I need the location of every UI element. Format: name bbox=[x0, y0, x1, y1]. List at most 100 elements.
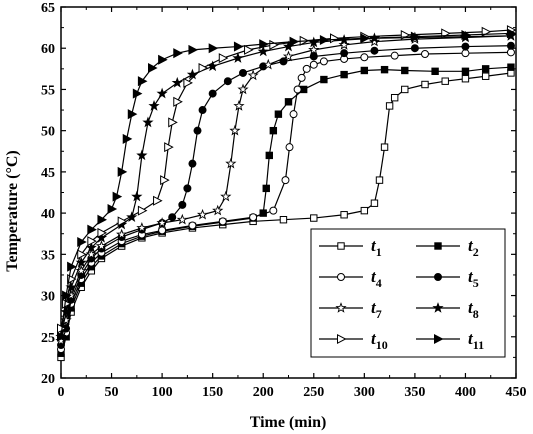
data-point-t5 bbox=[208, 89, 217, 98]
data-point-t2 bbox=[274, 110, 283, 118]
data-point-t2 bbox=[431, 67, 439, 76]
data-point-t11 bbox=[259, 39, 269, 50]
series-t11 bbox=[57, 28, 517, 342]
legend-marker bbox=[432, 302, 444, 313]
data-point-t8 bbox=[136, 149, 148, 161]
legend-label-subscript: 2 bbox=[473, 245, 479, 259]
data-point-t8 bbox=[131, 190, 143, 202]
y-tick-label: 35 bbox=[41, 248, 55, 263]
data-point-t4 bbox=[421, 49, 429, 58]
legend-label-main: t bbox=[371, 267, 377, 286]
data-point-t2 bbox=[360, 66, 369, 75]
data-point-t1 bbox=[385, 102, 394, 110]
data-point-t4 bbox=[293, 85, 302, 94]
data-point-t10 bbox=[173, 96, 183, 107]
data-point-t8 bbox=[60, 306, 72, 317]
data-point-t4 bbox=[281, 176, 290, 185]
x-tick-label: 250 bbox=[303, 385, 324, 400]
legend-item-t4: t4 bbox=[319, 267, 382, 290]
data-point-t11 bbox=[208, 43, 219, 54]
data-point-t1 bbox=[370, 199, 379, 207]
y-tick-label: 20 bbox=[41, 372, 55, 387]
legend-marker bbox=[434, 242, 442, 250]
x-tick-label: 50 bbox=[105, 385, 119, 400]
data-point-t11 bbox=[137, 76, 148, 87]
legend-label-main: t bbox=[468, 329, 474, 348]
data-point-t10 bbox=[183, 77, 193, 88]
legend-label-subscript: 4 bbox=[376, 276, 382, 290]
data-point-t11 bbox=[360, 33, 370, 44]
data-point-t8 bbox=[257, 45, 269, 57]
data-point-t7 bbox=[196, 208, 209, 220]
data-point-t11 bbox=[188, 44, 199, 55]
data-point-t5 bbox=[188, 159, 197, 168]
data-point-t7 bbox=[229, 124, 241, 136]
x-tick-label: 300 bbox=[354, 385, 375, 400]
data-point-t7 bbox=[136, 222, 148, 233]
data-point-t11 bbox=[233, 41, 244, 52]
legend-label: t7 bbox=[371, 298, 382, 321]
data-point-t7 bbox=[220, 190, 232, 202]
legend-label-subscript: 5 bbox=[473, 276, 479, 290]
data-point-t10 bbox=[244, 44, 254, 55]
data-point-t11 bbox=[127, 109, 138, 120]
data-point-t11 bbox=[107, 203, 118, 215]
data-point-t7 bbox=[156, 217, 168, 228]
data-point-t5 bbox=[193, 126, 202, 135]
legend-marker bbox=[337, 333, 347, 345]
data-point-t1 bbox=[375, 176, 384, 184]
data-point-t4 bbox=[309, 60, 318, 69]
data-point-t4 bbox=[297, 73, 306, 82]
data-point-t2 bbox=[507, 63, 515, 71]
data-point-t7 bbox=[225, 157, 237, 169]
data-point-t11 bbox=[112, 191, 123, 202]
data-point-t4 bbox=[506, 48, 515, 57]
x-axis-label: Time (min) bbox=[250, 414, 327, 431]
legend-label: t1 bbox=[371, 236, 382, 259]
data-point-t10 bbox=[218, 53, 229, 64]
data-point-t2 bbox=[269, 126, 278, 135]
legend-label-main: t bbox=[371, 329, 377, 348]
data-point-t7 bbox=[176, 213, 188, 225]
data-point-t7 bbox=[282, 50, 295, 62]
data-point-t10 bbox=[269, 39, 279, 50]
data-point-t10 bbox=[97, 227, 108, 238]
data-point-t8 bbox=[186, 68, 199, 80]
data-point-t10 bbox=[153, 195, 163, 206]
data-point-t2 bbox=[265, 151, 273, 160]
data-point-t5 bbox=[340, 49, 349, 58]
data-point-t1 bbox=[441, 77, 449, 85]
legend-label: t5 bbox=[468, 267, 479, 290]
data-point-t11 bbox=[158, 54, 168, 65]
data-point-t11 bbox=[87, 224, 97, 235]
y-tick-label: 50 bbox=[41, 125, 55, 140]
data-point-t1 bbox=[340, 211, 348, 219]
data-point-t10 bbox=[117, 216, 128, 227]
data-point-t4 bbox=[289, 110, 298, 119]
data-point-t8 bbox=[126, 211, 138, 223]
data-point-t5 bbox=[410, 44, 419, 53]
data-point-t2 bbox=[380, 65, 389, 74]
y-tick-label: 30 bbox=[41, 290, 55, 305]
legend-item-t7: t7 bbox=[319, 298, 382, 321]
legend-item-t2: t2 bbox=[416, 236, 479, 259]
data-point-t11 bbox=[62, 290, 72, 301]
data-point-t1 bbox=[481, 72, 490, 80]
data-point-t2 bbox=[481, 65, 490, 73]
plot-axes: 0 50 100 150 200 250 300 350 400 4502025303540455… bbox=[41, 1, 527, 400]
data-point-t1 bbox=[461, 75, 470, 83]
y-axis-label: Temperature (°C) bbox=[4, 150, 21, 271]
data-point-t1 bbox=[360, 206, 369, 215]
legend-label: t4 bbox=[371, 267, 382, 290]
legend-label: t10 bbox=[371, 329, 388, 352]
data-point-t4 bbox=[461, 49, 470, 58]
data-point-t11 bbox=[319, 34, 330, 46]
data-point-t5 bbox=[223, 77, 232, 86]
legend-label-main: t bbox=[468, 236, 474, 255]
legend-item-t5: t5 bbox=[416, 267, 479, 290]
data-point-t5 bbox=[178, 200, 187, 209]
legend-label: t11 bbox=[468, 329, 484, 352]
legend-marker bbox=[434, 333, 444, 345]
data-point-t11 bbox=[506, 28, 517, 39]
